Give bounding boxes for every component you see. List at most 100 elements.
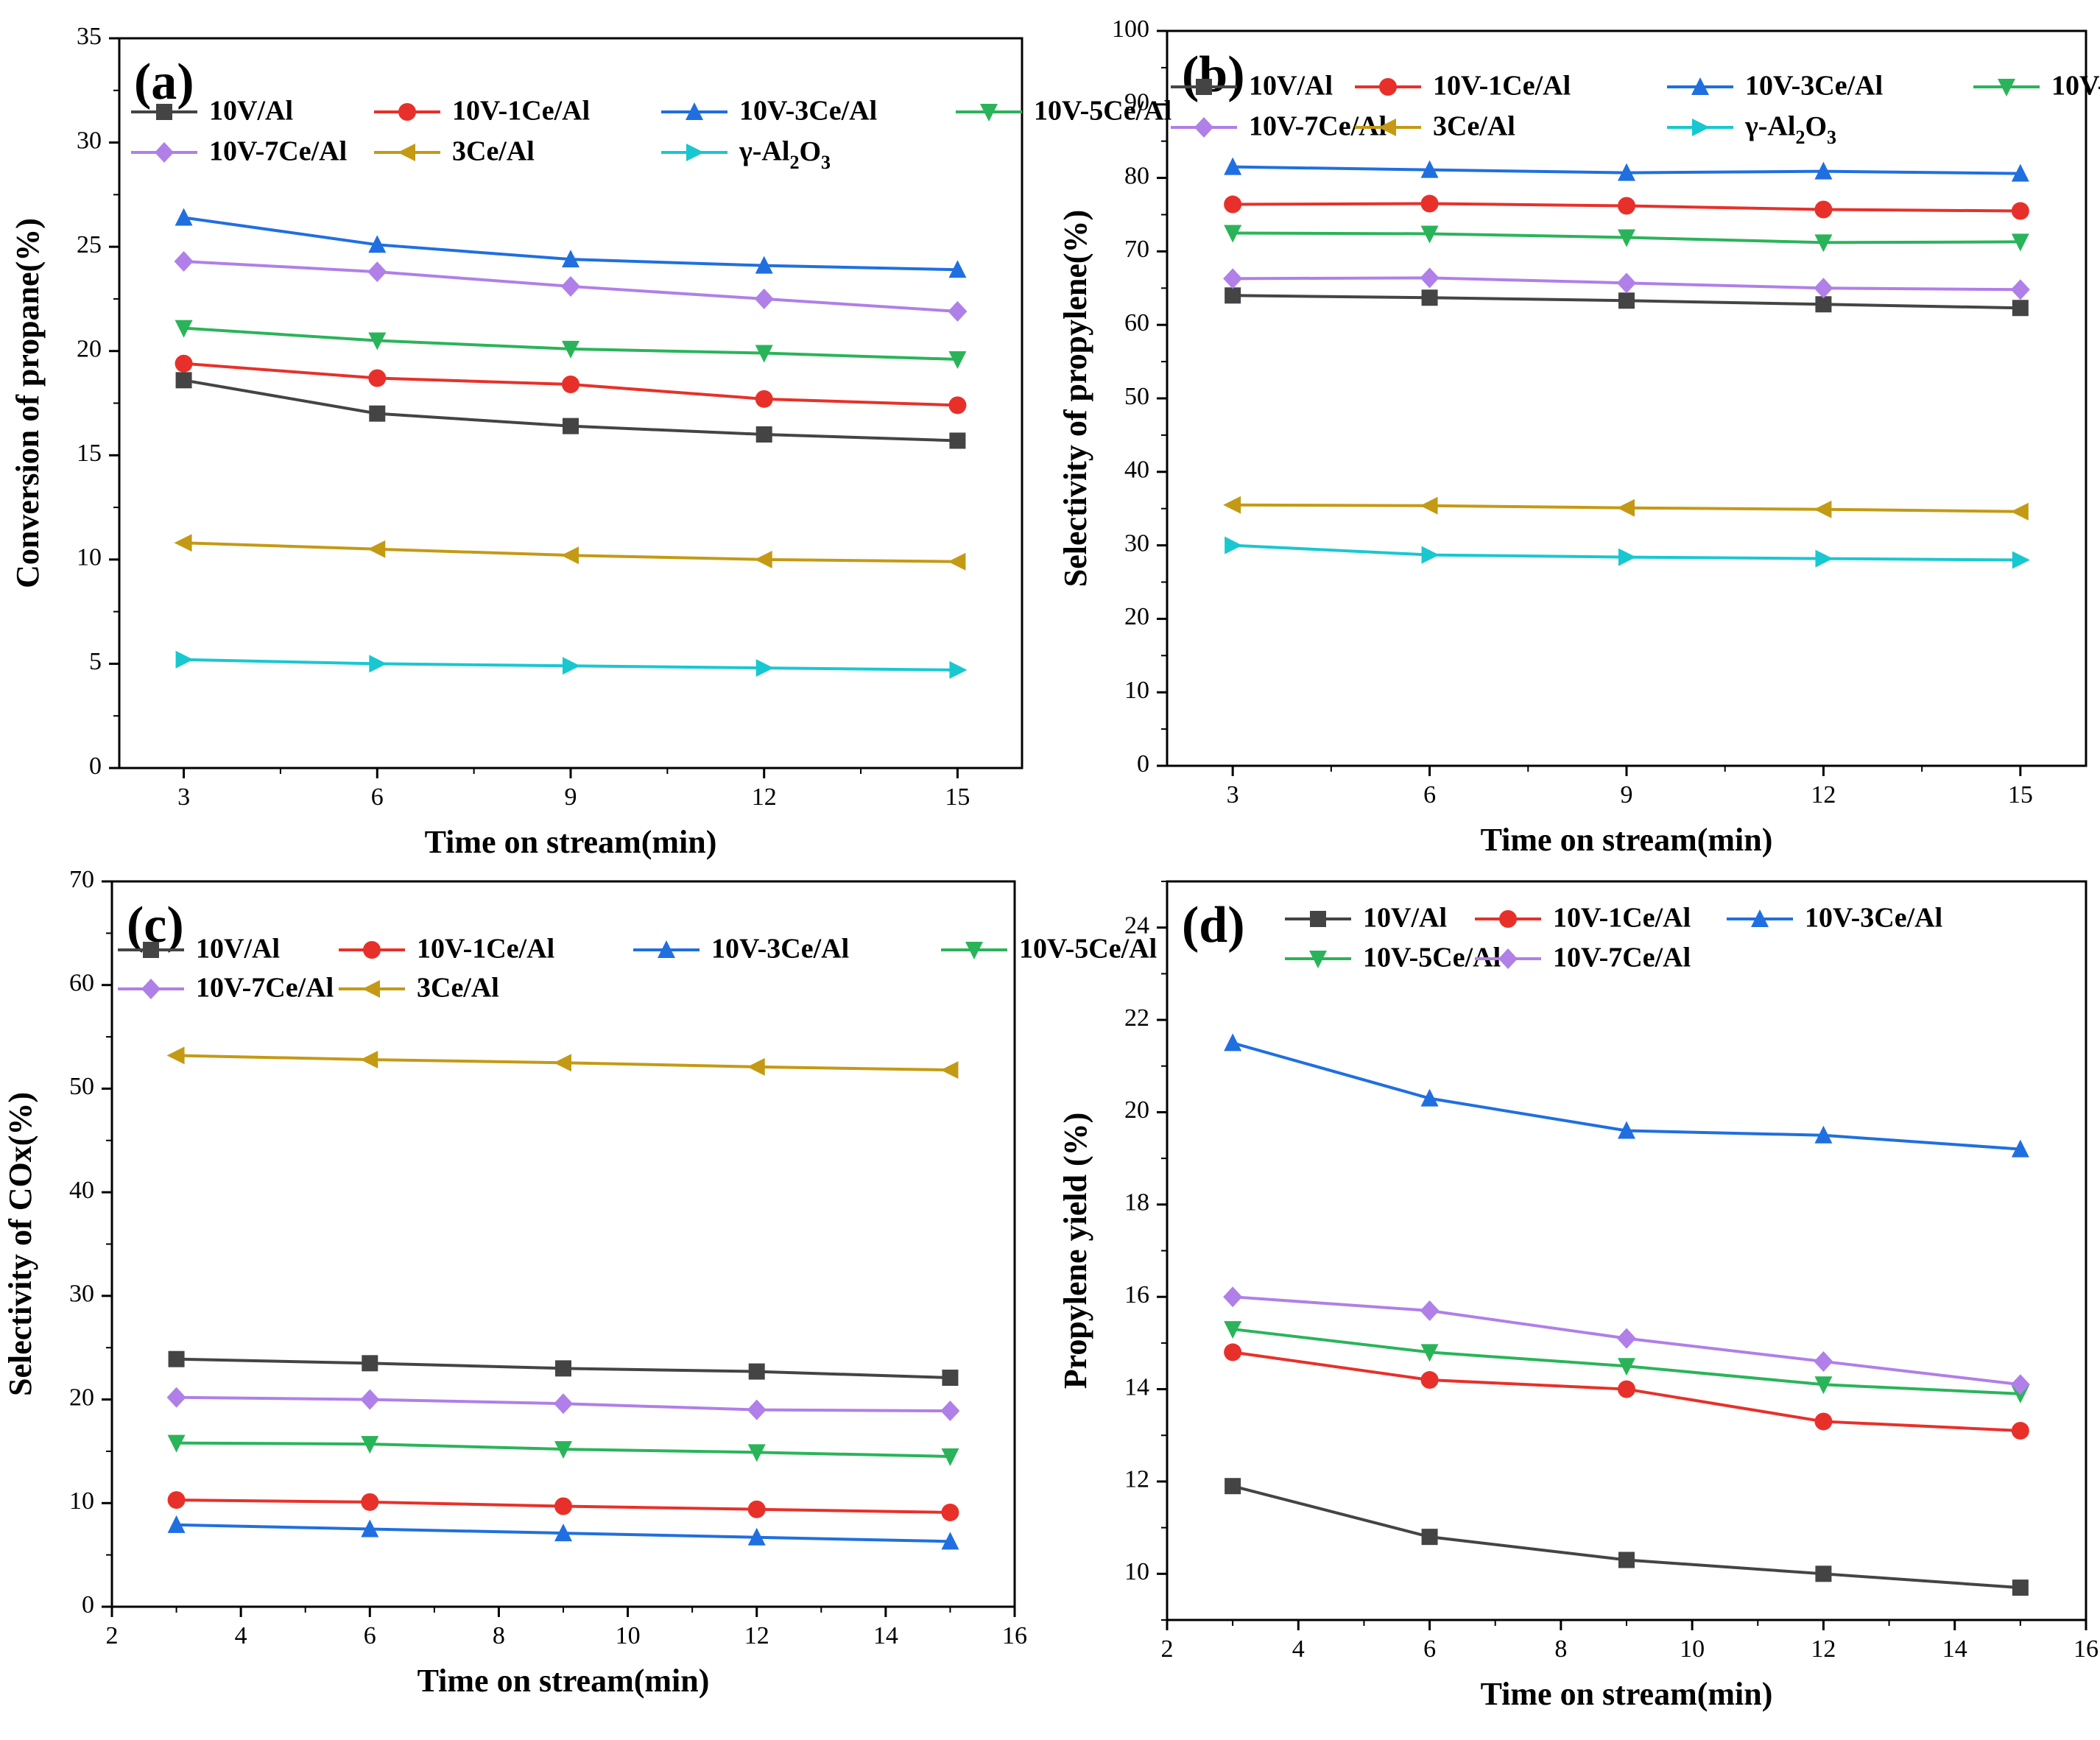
legend-label-10v-7ce-al: 10V-7Ce/Al: [209, 136, 347, 167]
data-point-10v-3ce-al: [1814, 1125, 1833, 1144]
legend-marker-3ce-al: [362, 980, 380, 998]
legend-label-10v-3ce-al: 10V-3Ce/Al: [711, 934, 849, 965]
data-point-10v-al: [1421, 1529, 1438, 1546]
y-tick-label: 90: [1124, 89, 1149, 116]
x-tick-label: 3: [177, 783, 190, 811]
legend-label-10v-7ce-al: 10V-7Ce/Al: [196, 973, 334, 1004]
data-point-10v-7ce-al: [1814, 1350, 1833, 1372]
y-tick-label: 30: [1124, 529, 1149, 557]
data-point-10v-5ce-al: [948, 351, 967, 370]
y-tick-label: 25: [77, 231, 102, 258]
x-axis-label: Time on stream(min): [417, 1663, 710, 1699]
y-tick-label: 24: [1124, 912, 1149, 939]
x-tick-label: 12: [744, 1622, 769, 1649]
x-tick-label: 2: [1161, 1635, 1174, 1663]
data-point-10v-1ce-al: [1814, 200, 1833, 219]
data-point-10v-1ce-al: [755, 390, 773, 408]
x-tick-label: 10: [616, 1622, 641, 1649]
legend-label-3ce-al: 3Ce/Al: [417, 973, 499, 1004]
legend-label-10v-5ce-al: 10V-5Ce/Al: [1034, 96, 1171, 127]
x-tick-label: 10: [1680, 1635, 1705, 1663]
data-point-10v-7ce-al: [2010, 1374, 2030, 1395]
data-point-10v-3ce-al: [1420, 160, 1439, 178]
y-axis-label: Selectivity of COx(%): [2, 1092, 38, 1396]
y-tick-label: 70: [69, 866, 94, 893]
y-tick-label: 20: [1124, 1096, 1149, 1124]
x-axis-label: Time on stream(min): [1481, 822, 1773, 858]
series-gamma-al2o3: [1225, 536, 2030, 569]
y-tick-label: 80: [1124, 162, 1149, 189]
data-point-10v-3ce-al: [554, 1524, 572, 1542]
data-point-3ce-al: [554, 1054, 571, 1072]
data-point-10v-1ce-al: [1224, 1343, 1242, 1362]
legend-label-3ce-al: 3Ce/Al: [452, 136, 535, 167]
series-10v-5ce-al: [1224, 225, 2029, 253]
y-tick-label: 20: [1124, 603, 1149, 630]
data-point-10v-al: [369, 405, 386, 422]
series-10v-3ce-al: [1224, 157, 2029, 182]
data-point-3ce-al: [940, 1061, 959, 1079]
data-point-10v-1ce-al: [1618, 1380, 1635, 1398]
data-point-10v-3ce-al: [747, 1527, 766, 1546]
y-tick-label: 100: [1112, 15, 1149, 43]
data-point-3ce-al: [360, 1051, 378, 1069]
data-point-10v-5ce-al: [2011, 233, 2029, 252]
data-point-10v-1ce-al: [368, 369, 387, 387]
data-point-10v-7ce-al: [940, 1401, 960, 1422]
x-tick-label: 3: [1227, 781, 1239, 809]
legend-label-10v-7ce-al: 10V-7Ce/Al: [1553, 943, 1691, 973]
legend-marker-10v-al: [156, 104, 172, 120]
x-tick-label: 9: [565, 783, 577, 811]
y-tick-label: 40: [1124, 457, 1149, 484]
legend-marker-10v-7ce-al: [155, 142, 174, 163]
legend-label-10v-al: 10V/Al: [1363, 903, 1447, 934]
legend-label-10v-3ce-al: 10V-3Ce/Al: [1745, 71, 1883, 102]
y-tick-label: 35: [77, 23, 102, 50]
legend-marker-10v-5ce-al: [1309, 951, 1327, 968]
data-point-10v-5ce-al: [175, 320, 193, 338]
data-point-gamma-al2o3: [1618, 548, 1636, 566]
legend-label-10v-al: 10V/Al: [209, 96, 293, 127]
legend-marker-10v-al: [1310, 911, 1326, 927]
y-tick-label: 20: [77, 336, 102, 363]
data-point-10v-5ce-al: [167, 1434, 186, 1453]
data-point-10v-al: [168, 1350, 185, 1367]
legend-marker-10v-3ce-al: [1751, 909, 1769, 927]
series-10v-al: [1225, 287, 2029, 317]
x-tick-label: 6: [1423, 1635, 1436, 1663]
x-tick-label: 12: [1811, 781, 1836, 809]
data-point-10v-1ce-al: [562, 376, 579, 394]
data-point-10v-3ce-al: [755, 256, 773, 274]
data-point-10v-7ce-al: [747, 1399, 767, 1420]
data-point-10v-al: [2012, 1579, 2029, 1596]
data-point-10v-7ce-al: [1617, 1328, 1636, 1349]
data-point-10v-5ce-al: [1420, 225, 1439, 244]
data-point-10v-al: [755, 426, 772, 443]
x-axis-label: Time on stream(min): [1481, 1676, 1773, 1712]
y-tick-label: 0: [89, 753, 102, 780]
y-tick-label: 0: [82, 1591, 94, 1619]
data-point-3ce-al: [1814, 500, 1832, 518]
data-point-10v-al: [175, 372, 192, 389]
data-point-10v-al: [362, 1355, 378, 1372]
series-10v-al: [168, 1350, 959, 1387]
series-gamma-al2o3: [175, 650, 968, 679]
legend-label-10v-1ce-al: 10V-1Ce/Al: [417, 934, 554, 965]
y-tick-label: 15: [77, 440, 102, 467]
data-point-10v-5ce-al: [1420, 1344, 1439, 1362]
series-10v-3ce-al: [167, 1515, 959, 1550]
data-point-10v-7ce-al: [561, 275, 580, 297]
data-point-gamma-al2o3: [2012, 551, 2030, 569]
data-point-10v-1ce-al: [747, 1500, 766, 1518]
x-tick-label: 15: [945, 783, 970, 811]
x-axis-label: Time on stream(min): [425, 824, 717, 860]
data-point-10v-5ce-al: [361, 1436, 379, 1454]
data-point-10v-7ce-al: [948, 300, 968, 322]
x-tick-label: 15: [2008, 781, 2033, 809]
data-point-10v-7ce-al: [1223, 1286, 1243, 1308]
data-point-10v-3ce-al: [1814, 161, 1833, 180]
y-axis-label: Propylene yield (%): [1057, 1113, 1093, 1389]
legend-marker-10v-3ce-al: [658, 940, 675, 958]
data-point-10v-3ce-al: [562, 250, 579, 268]
